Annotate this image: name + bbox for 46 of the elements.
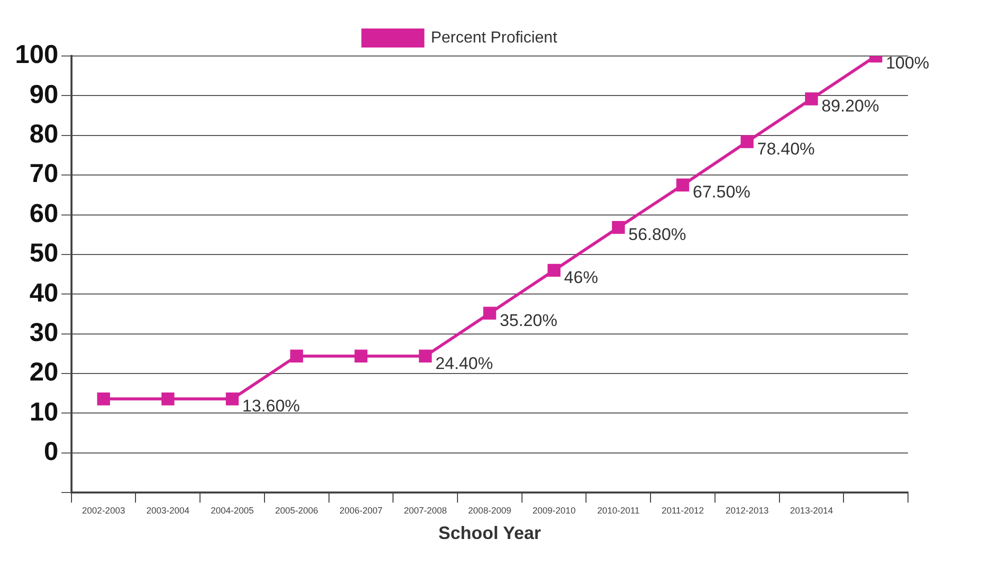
point [226,392,239,406]
y-tick-label: 10 [29,396,58,426]
point [740,135,754,148]
y-tick-label: 0 [44,436,58,466]
data-label: 24.40% [435,354,494,373]
y-tick-label: 60 [29,198,58,228]
data-label: 78.40% [757,139,815,158]
x-tick-label: 2007-2008 [404,505,447,516]
data-label: 67.50% [692,182,750,202]
x-tick-label: 2004-2005 [210,505,254,516]
data-label: 56.80% [628,225,686,244]
legend-label: Percent Proficient [430,29,558,46]
point [805,92,818,106]
point [290,350,304,363]
x-tick-label: 2005-2006 [275,505,318,516]
x-tick-label: 2002-2003 [82,505,126,516]
data-label: 100% [886,54,930,73]
data-label: 35.20% [500,310,558,330]
x-tick-label: 2003-2004 [146,505,190,516]
point [676,178,690,192]
data-label: 89.20% [821,96,880,116]
x-tick-label: 2009-2010 [532,505,576,516]
x-axis-title: School Year [438,523,542,544]
point [97,392,110,406]
point [483,306,496,320]
point [418,350,432,363]
point [612,221,625,234]
data-label: 13.60% [242,396,300,416]
x-tick-label: 2012-2013 [726,505,769,516]
data-label: 46% [564,268,598,288]
y-tick-label: 50 [29,238,58,268]
x-tick-label: 2008-2009 [468,505,512,516]
y-tick-label: 70 [29,158,58,188]
point [161,392,174,406]
y-tick-label: 30 [29,317,58,348]
y-tick-label: 100 [14,39,58,70]
y-tick-label: 90 [29,78,58,109]
point [354,350,368,363]
y-tick-label: 80 [29,118,58,149]
y-tick-label: 40 [29,277,58,308]
x-tick-label: 2010-2011 [597,505,640,516]
y-tick-label: 20 [29,356,58,387]
point [548,264,560,277]
x-tick-label: 2013-2014 [790,505,833,516]
x-tick-label: 2011-2012 [662,505,704,516]
x-tick-label: 2006-2007 [339,505,383,516]
